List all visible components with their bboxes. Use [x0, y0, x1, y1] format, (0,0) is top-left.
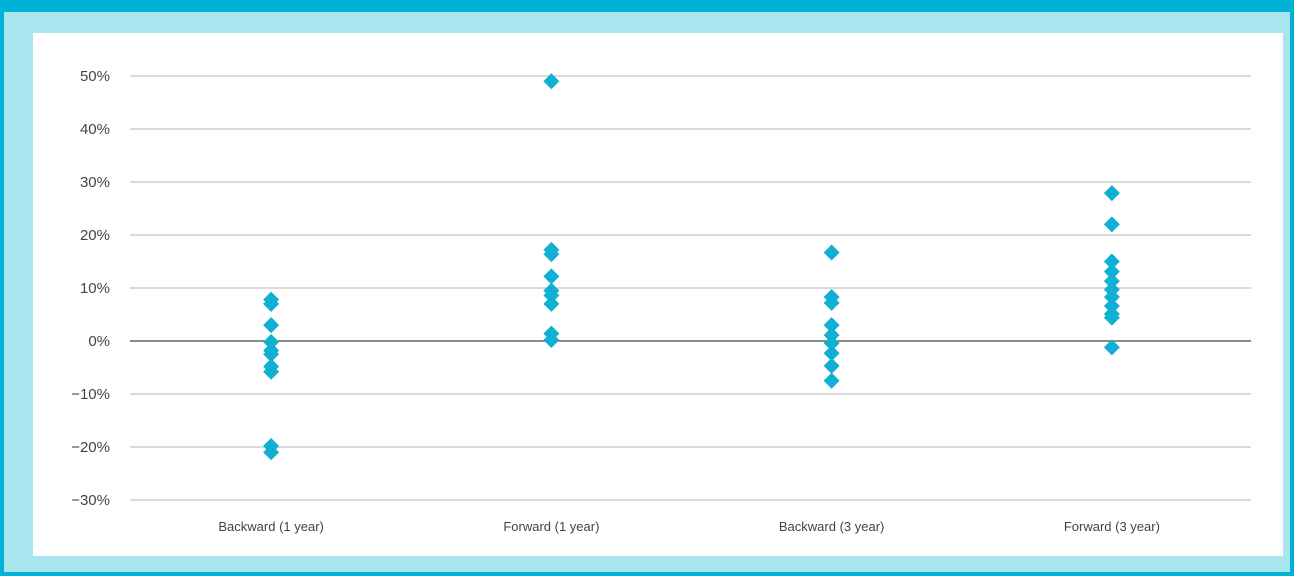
data-point: [823, 345, 840, 362]
data-point: [1103, 216, 1120, 233]
data-point: [263, 363, 280, 380]
data-point: [823, 372, 840, 389]
data-point: [823, 335, 840, 352]
data-point: [1103, 253, 1120, 270]
data-point: [543, 246, 560, 263]
data-point: [1103, 263, 1120, 280]
y-tick-label: 0%: [88, 333, 110, 350]
data-point: [1103, 273, 1120, 290]
data-point: [1103, 309, 1120, 326]
data-point: [543, 268, 560, 285]
data-point: [543, 331, 560, 348]
chart-panel: [33, 33, 1283, 556]
y-tick-label: 10%: [80, 280, 110, 297]
data-point: [1103, 339, 1120, 356]
data-point: [823, 244, 840, 261]
x-category-label: Backward (1 year): [218, 519, 323, 534]
data-point: [1103, 289, 1120, 306]
y-tick-label: −20%: [71, 439, 110, 456]
data-point: [263, 334, 280, 351]
data-point: [543, 73, 560, 90]
data-point: [543, 287, 560, 304]
data-point: [263, 295, 280, 312]
data-point: [263, 317, 280, 334]
x-category-label: Backward (3 year): [779, 519, 884, 534]
y-tick-label: −30%: [71, 492, 110, 509]
data-point: [263, 346, 280, 363]
data-point: [823, 357, 840, 374]
y-tick-label: 40%: [80, 121, 110, 138]
x-category-label: Forward (3 year): [1064, 519, 1160, 534]
y-tick-label: 30%: [80, 174, 110, 191]
data-point: [1103, 185, 1120, 202]
y-tick-label: 50%: [80, 68, 110, 85]
data-point: [823, 317, 840, 334]
y-tick-label: −10%: [71, 386, 110, 403]
data-point: [543, 295, 560, 312]
x-category-label: Forward (1 year): [503, 519, 599, 534]
data-point: [823, 294, 840, 311]
data-point: [263, 444, 280, 461]
y-tick-label: 20%: [80, 227, 110, 244]
